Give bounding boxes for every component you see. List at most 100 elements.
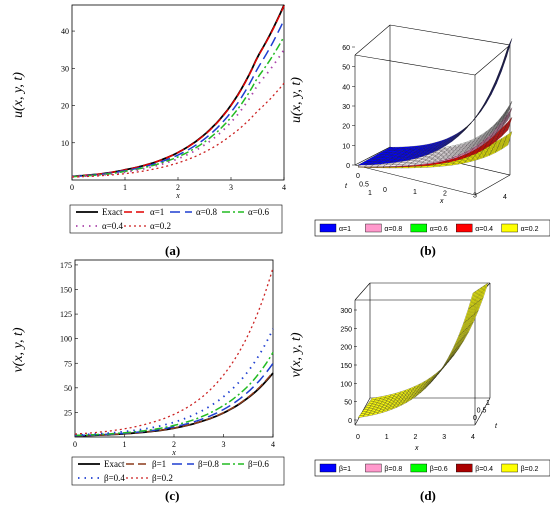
legend-box [71, 456, 285, 486]
t-axis-label: t [345, 183, 348, 190]
x-tick-label: 2 [414, 434, 418, 441]
legend-label-0: α=1 [339, 226, 351, 233]
z-tick-label: 20 [342, 124, 350, 131]
x-tick-label: 4 [503, 194, 507, 201]
x-tick-label: 2 [443, 191, 447, 198]
legend-swatch-3 [455, 463, 473, 473]
surface-cell [506, 38, 513, 57]
z-tick-label: 200 [340, 345, 352, 352]
legend-label-0: Exact [102, 207, 123, 217]
legend-label-4: β=0.4 [104, 473, 125, 483]
series-line-0 [71, 4, 285, 178]
y-tick-label: 40 [61, 27, 69, 36]
legend-label-1: β=0.8 [384, 466, 402, 473]
x-axis-label: x [171, 448, 176, 457]
surface-cell [506, 131, 513, 137]
surface-cell [485, 93, 492, 105]
legend-label-3: β=0.6 [248, 459, 269, 469]
series-line-5 [74, 267, 274, 435]
x-tick-label: 4 [271, 440, 275, 449]
legend-swatch-4 [501, 223, 518, 233]
x-tick-label: 0 [356, 434, 360, 441]
legend-label-2: β=0.8 [198, 459, 219, 469]
chart-c-y-axis-label: v(x, y, t) [11, 327, 26, 372]
legend-label-1: α=0.8 [384, 226, 402, 233]
legend-swatch-1 [365, 463, 382, 473]
z-tick-label: 0 [346, 163, 350, 170]
chart-a-y-axis-label: u(x, y, t) [11, 72, 26, 118]
x-tick-label: 1 [385, 434, 389, 441]
x-axis-label: x [414, 445, 419, 452]
series-line-1 [74, 371, 274, 437]
t-tick-label: 1 [368, 190, 372, 197]
series-line-4 [71, 49, 285, 178]
box-edge-3 [354, 146, 391, 166]
caption-d: (d) [420, 488, 436, 503]
y-tick-label: 50 [64, 384, 72, 393]
y-tick-label: 25 [64, 408, 72, 417]
surface-cell [506, 101, 513, 111]
x-tick-label: 4 [282, 183, 286, 192]
x-tick-label: 2 [172, 440, 176, 449]
legend-label-5: α=0.2 [150, 221, 171, 231]
caption-c: (c) [165, 488, 180, 503]
z-tick-label: 30 [342, 104, 350, 111]
series-line-3 [71, 36, 285, 178]
series-line-3 [74, 352, 274, 437]
x-tick-label: 2 [176, 183, 180, 192]
legend-label-4: β=0.2 [521, 466, 539, 473]
chart-a-line-plot: u(x, y, t) 0 1 2 3 4 10 20 30 40 x Exact α=1 α=0.8 α=… [11, 4, 286, 234]
x-tick-label: 3 [222, 440, 226, 449]
z-tick-label: 10 [342, 143, 350, 150]
z-tick-label: 300 [340, 308, 352, 315]
x-axis-label: x [439, 198, 444, 205]
legend-swatch-2 [410, 223, 428, 233]
t-axis-label: t [495, 423, 498, 430]
caption-a: (a) [165, 243, 181, 258]
box-edge-1 [474, 397, 491, 426]
legend-label-1: α=1 [150, 207, 164, 217]
z-tick-label: 40 [342, 84, 350, 91]
legend-swatch-2 [410, 463, 428, 473]
x-tick-label: 3 [229, 183, 233, 192]
legend-label-2: β=0.6 [430, 466, 448, 473]
box-edge-0 [354, 164, 476, 196]
legend-label-3: α=0.6 [248, 207, 270, 217]
legend-swatch-4 [501, 463, 518, 473]
x-tick-label: 0 [73, 440, 77, 449]
legend-swatch-0 [319, 223, 337, 233]
t-tick-label: 0 [473, 415, 477, 422]
y-tick-label: 150 [60, 286, 72, 295]
legend-label-5: β=0.2 [152, 473, 173, 483]
plot-frame [74, 259, 274, 438]
box-edge-7 [354, 24, 391, 56]
t-tick-label: 0.5 [477, 408, 487, 415]
legend-box [69, 204, 283, 234]
z-tick-label: 0 [348, 418, 352, 425]
z-tick-label: 250 [340, 326, 352, 333]
legend-label-1: β=1 [152, 459, 166, 469]
legend-swatch-3 [455, 223, 473, 233]
x-tick-label: 0 [70, 183, 74, 192]
legend-label-4: α=0.2 [521, 226, 539, 233]
x-tick-label: 3 [473, 192, 477, 199]
surface-cell [506, 117, 513, 125]
legend-label-3: α=0.4 [475, 226, 493, 233]
series-line-5 [71, 82, 285, 178]
y-tick-label: 100 [60, 335, 72, 344]
surface-cell [501, 55, 508, 72]
z-axis-label: u(x, y, t) [290, 77, 304, 123]
x-tick-label: 0 [383, 187, 387, 194]
x-tick-label: 1 [413, 189, 417, 196]
z-tick-label: 60 [342, 45, 350, 52]
z-tick-label: 150 [340, 363, 352, 370]
x-tick-label: 3 [442, 434, 446, 441]
surface-cell [481, 282, 489, 300]
z-axis-label: v(x, y, t) [290, 332, 304, 377]
box-edge-7 [354, 282, 371, 301]
y-tick-label: 175 [60, 261, 72, 270]
y-tick-label: 75 [64, 359, 72, 368]
t-tick-label: 0 [356, 173, 360, 180]
z-tick-label: 100 [340, 381, 352, 388]
